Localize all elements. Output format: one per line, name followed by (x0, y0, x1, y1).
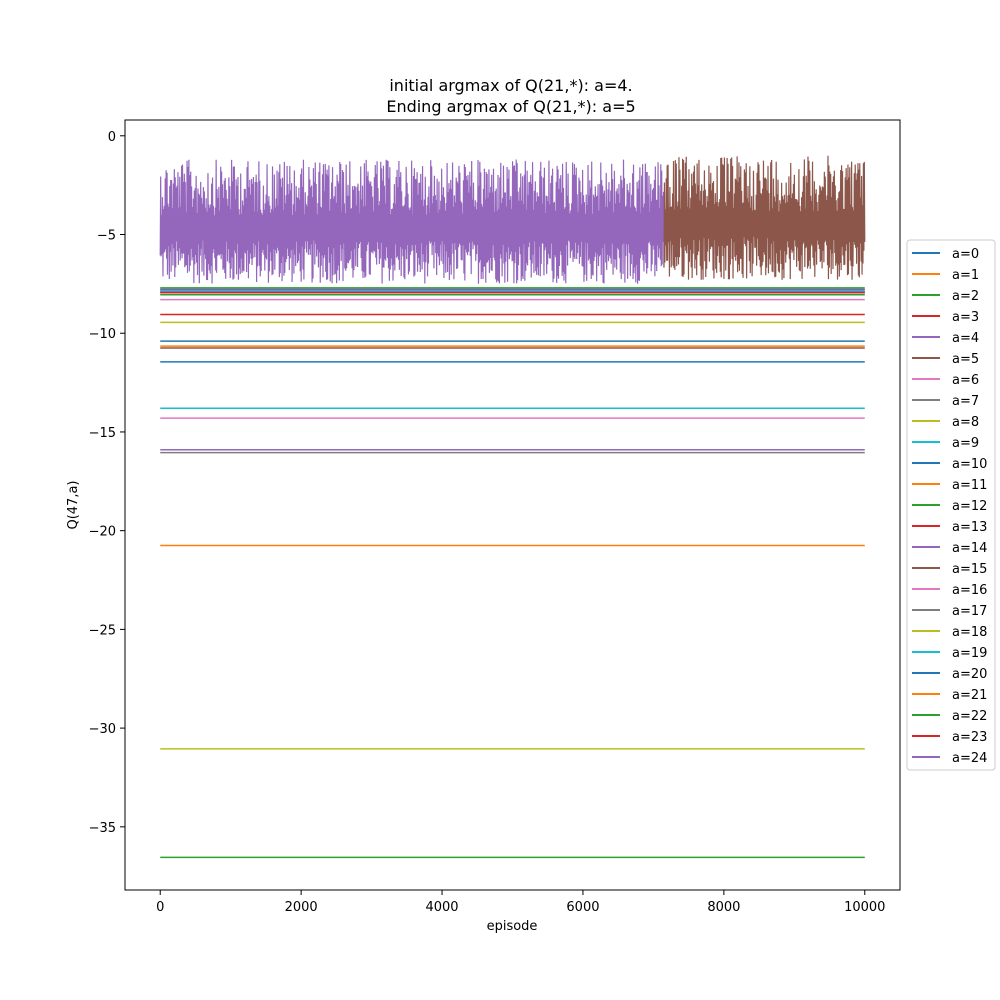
x-tick-label: 10000 (844, 900, 885, 915)
legend-label-a=22: a=22 (952, 709, 987, 724)
legend-label-a=23: a=23 (952, 730, 987, 745)
y-tick-label: −20 (89, 525, 116, 540)
legend-label-a=17: a=17 (952, 604, 987, 619)
series-line-a=4 (159, 159, 665, 284)
legend-label-a=0: a=0 (952, 247, 979, 262)
legend-label-a=24: a=24 (952, 751, 987, 766)
chart-title-line-1: initial argmax of Q(21,*): a=4. (389, 76, 632, 95)
x-tick-label: 6000 (566, 900, 599, 915)
legend-label-a=7: a=7 (952, 394, 979, 409)
legend-label-a=4: a=4 (952, 331, 979, 346)
legend-frame (906, 239, 996, 771)
y-tick-label: −30 (89, 722, 116, 737)
y-tick-label: −10 (89, 327, 116, 342)
series-line-a=5 (663, 155, 866, 280)
plot-frame (124, 119, 901, 891)
legend-label-a=6: a=6 (952, 373, 979, 388)
legend-label-a=16: a=16 (952, 583, 987, 598)
legend-label-a=1: a=1 (952, 268, 979, 283)
plot-area (159, 155, 866, 859)
y-axis-ticks: 0 −5 −10 −15 −20 −25 −30 −35 (89, 130, 125, 836)
legend-label-a=11: a=11 (952, 478, 987, 493)
y-tick-label: −15 (89, 426, 116, 441)
legend-label-a=21: a=21 (952, 688, 987, 703)
y-axis-label: Q(47,a) (66, 480, 81, 529)
legend-label-a=15: a=15 (952, 562, 987, 577)
legend-label-a=2: a=2 (952, 289, 979, 304)
legend-label-a=9: a=9 (952, 436, 979, 451)
legend-label-a=20: a=20 (952, 667, 987, 682)
x-axis-ticks: 0 2000 4000 6000 8000 10000 (156, 890, 885, 915)
legend-label-a=18: a=18 (952, 625, 987, 640)
x-tick-label: 2000 (285, 900, 318, 915)
legend-label-a=5: a=5 (952, 352, 979, 367)
y-tick-label: −25 (89, 623, 116, 638)
x-tick-label: 4000 (425, 900, 458, 915)
legend-label-a=10: a=10 (952, 457, 987, 472)
y-tick-label: −35 (89, 821, 116, 836)
legend-label-a=14: a=14 (952, 541, 987, 556)
x-axis-label: episode (487, 919, 538, 934)
legend-label-a=3: a=3 (952, 310, 979, 325)
legend: a=0 a=1 a=2 a=3 a=4 a=5 a=6 a=7 a=8 a=9 a=10 a=11 a=… (906, 239, 996, 771)
y-tick-label: 0 (108, 130, 116, 145)
legend-label-a=8: a=8 (952, 415, 979, 430)
chart-title-line-2: Ending argmax of Q(21,*): a=5 (386, 97, 635, 116)
x-tick-label: 8000 (707, 900, 740, 915)
legend-label-a=12: a=12 (952, 499, 987, 514)
legend-label-a=19: a=19 (952, 646, 987, 661)
y-tick-label: −5 (97, 229, 116, 244)
x-tick-label: 0 (156, 900, 164, 915)
legend-label-a=13: a=13 (952, 520, 987, 535)
